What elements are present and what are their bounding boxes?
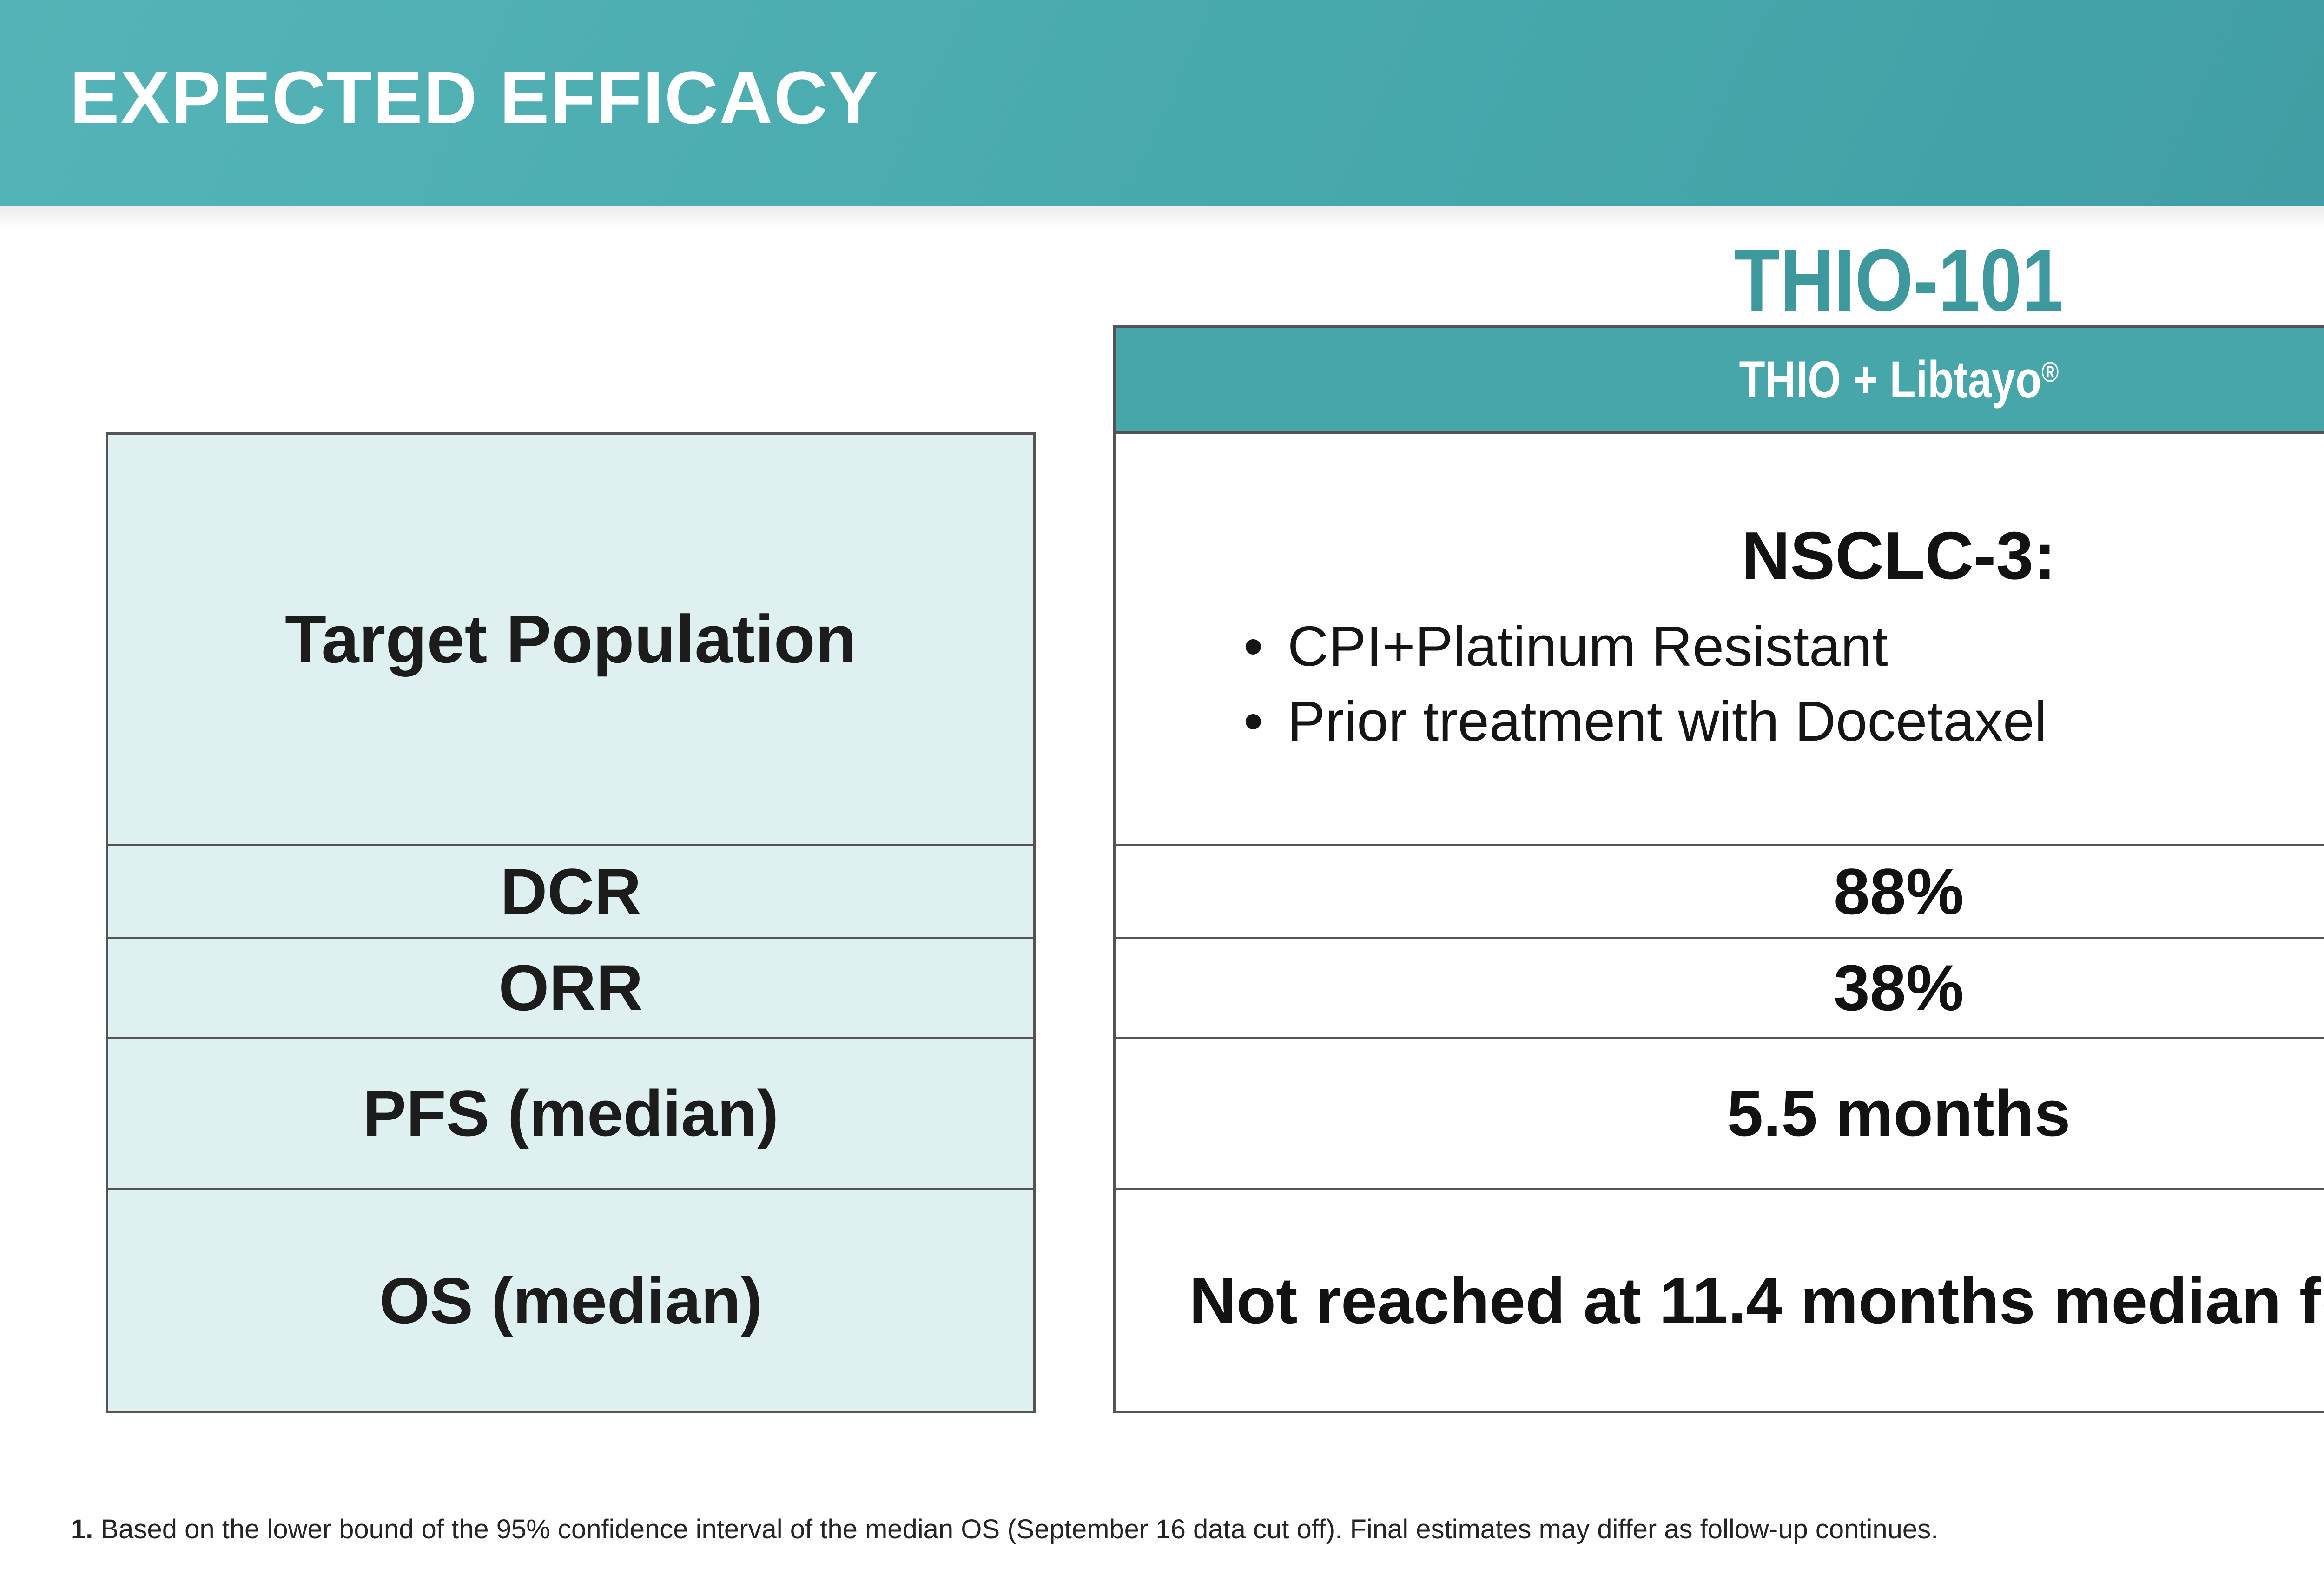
treatment-name: THIO + Libtayo: [1739, 351, 2041, 409]
os-value-cell: Not reached at 11.4 months median follow…: [1116, 1188, 2324, 1411]
os-value-text: Not reached at 11.4 months median follow…: [1189, 1264, 2324, 1337]
row-label-target-population: Target Population: [284, 601, 857, 677]
row-label-os: OS (median): [108, 1188, 1033, 1411]
study-title: THIO-101: [1734, 231, 2064, 330]
footnote-text: Based on the lower bound of the 95% conf…: [100, 1514, 1939, 1544]
footnote: 1. Based on the lower bound of the 95% c…: [71, 1513, 2324, 1547]
target-population-heading: NSCLC-3:: [1741, 518, 2056, 594]
bullet-item: CPI+Platinum Resistant: [1234, 609, 2324, 684]
row-label-dcr: DCR: [108, 844, 1033, 937]
bullet-item: Prior treatment with Docetaxel: [1234, 684, 2324, 759]
registered-mark: ®: [2041, 356, 2059, 389]
page-title: EXPECTED EFFICACY: [70, 56, 879, 139]
metric-label-column: Target Population DCR ORR PFS (median) O…: [106, 432, 1036, 1413]
row-label-orr: ORR: [108, 937, 1033, 1037]
row-label-pfs: PFS (median): [108, 1037, 1033, 1188]
dcr-value-cell: 88%: [1116, 844, 2324, 937]
orr-value-cell: 38%: [1116, 937, 2324, 1037]
target-population-bullet-list: CPI+Platinum Resistant Prior treatment w…: [1116, 609, 2324, 759]
header-banner: EXPECTED EFFICACY MAIA BIOTECHNOLOGY NYS…: [0, 0, 2324, 228]
target-population-value-cell: NSCLC-3: CPI+Platinum Resistant Prior tr…: [1116, 431, 2324, 844]
results-table: THIO + Libtayo® NSCLC-3: CPI+Platinum Re…: [1113, 325, 2324, 1413]
treatment-column-header: THIO + Libtayo®: [1116, 328, 2324, 431]
footnote-marker: 1.: [71, 1514, 93, 1544]
pfs-value-cell: 5.5 months: [1116, 1037, 2324, 1188]
